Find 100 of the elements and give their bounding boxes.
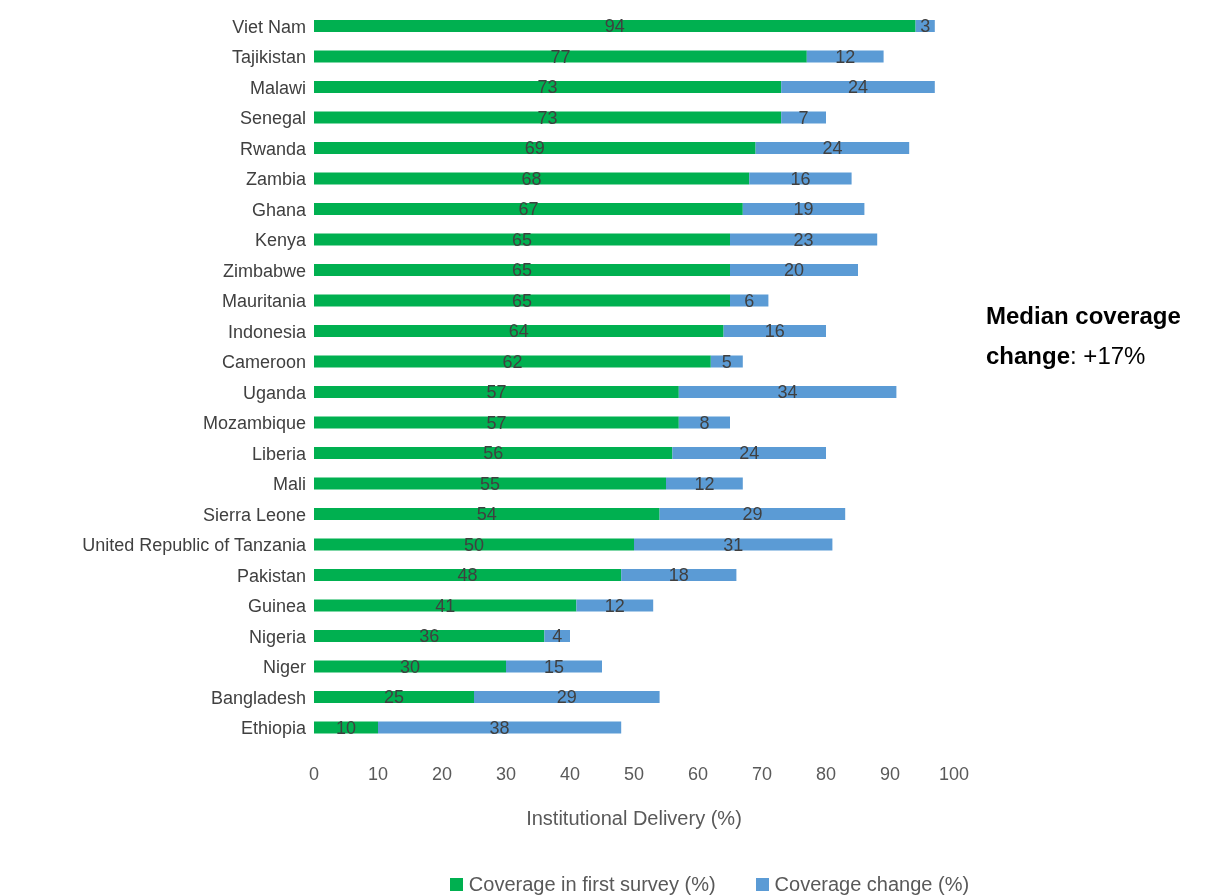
data-label: 5 xyxy=(721,351,732,372)
legend-label: Coverage in first survey (%) xyxy=(467,873,716,896)
x-tick-label: 70 xyxy=(751,763,773,784)
x-tick-label: 90 xyxy=(879,763,901,784)
bar xyxy=(314,20,916,32)
bar xyxy=(314,599,577,612)
data-label: 48 xyxy=(457,565,478,586)
bar xyxy=(621,569,737,581)
bar xyxy=(314,691,474,703)
data-label: 54 xyxy=(476,504,497,525)
bar xyxy=(314,569,622,581)
bar xyxy=(672,447,826,459)
y-tick-label: Mali xyxy=(272,474,306,495)
data-label: 41 xyxy=(435,595,456,616)
bar xyxy=(659,508,846,520)
y-tick-label: Viet Nam xyxy=(232,16,306,37)
data-label: 65 xyxy=(511,229,533,250)
bar xyxy=(730,233,878,246)
data-label: 50 xyxy=(463,534,485,555)
x-axis-title: Institutional Delivery (%) xyxy=(526,807,742,829)
y-tick-label: Malawi xyxy=(249,77,306,98)
data-label: 10 xyxy=(335,717,357,738)
bar xyxy=(314,630,545,642)
bar xyxy=(314,142,756,154)
data-label: 6 xyxy=(744,290,755,311)
data-label: 73 xyxy=(537,77,558,98)
data-label: 34 xyxy=(777,382,798,403)
bar xyxy=(314,294,730,307)
bar xyxy=(314,111,782,124)
y-tick-label: Guinea xyxy=(247,596,307,617)
data-label: 18 xyxy=(668,565,689,586)
data-label: 65 xyxy=(511,290,533,311)
y-tick-label: Nigeria xyxy=(248,626,307,647)
bar xyxy=(314,50,807,63)
y-tick-label: Cameroon xyxy=(221,352,306,373)
y-tick-label: Kenya xyxy=(254,230,307,251)
data-label: 7 xyxy=(798,107,809,128)
data-label: 23 xyxy=(793,229,814,250)
x-tick-label: 80 xyxy=(815,763,837,784)
bar xyxy=(730,264,858,276)
data-label: 31 xyxy=(723,534,744,555)
data-label: 67 xyxy=(518,199,539,220)
bar xyxy=(634,538,833,551)
data-label: 65 xyxy=(511,260,533,281)
y-tick-label: Bangladesh xyxy=(210,687,306,708)
data-label: 12 xyxy=(694,473,715,494)
data-label: 24 xyxy=(739,443,760,464)
y-tick-label: Uganda xyxy=(242,382,307,403)
text: Median coverage change: +17% xyxy=(986,301,1182,371)
bar xyxy=(781,111,826,124)
bar xyxy=(314,386,679,398)
x-tick-label: 20 xyxy=(431,763,453,784)
data-label: 38 xyxy=(489,717,510,738)
data-label: 29 xyxy=(742,504,763,525)
data-label: 36 xyxy=(419,626,440,647)
data-label: 29 xyxy=(556,687,577,708)
bar xyxy=(314,508,660,520)
data-label: 25 xyxy=(383,687,405,708)
y-tick-label: Sierra Leone xyxy=(202,504,306,525)
bar xyxy=(378,721,622,734)
bar xyxy=(314,264,730,276)
data-label: 8 xyxy=(699,412,710,433)
bar xyxy=(314,447,673,459)
y-tick-label: Senegal xyxy=(239,108,306,129)
data-label: 19 xyxy=(793,199,814,220)
bar xyxy=(742,203,865,215)
data-label: 16 xyxy=(764,321,785,342)
data-label: 12 xyxy=(604,595,625,616)
x-tick-label: 50 xyxy=(623,763,645,784)
data-label: 56 xyxy=(483,443,504,464)
data-label: 69 xyxy=(524,138,545,159)
data-label: 24 xyxy=(847,77,869,98)
bar xyxy=(314,203,743,215)
bar xyxy=(755,142,910,154)
x-tick-label: 30 xyxy=(495,763,517,784)
data-label: 30 xyxy=(399,656,421,677)
bar xyxy=(781,81,935,93)
data-label: 57 xyxy=(486,382,507,403)
bar xyxy=(678,386,897,398)
data-label: 64 xyxy=(508,321,529,342)
x-tick-label: 60 xyxy=(687,763,709,784)
bar xyxy=(314,325,724,337)
x-tick-label: 10 xyxy=(367,763,389,784)
data-label: 68 xyxy=(521,168,542,189)
x-tick-label: 40 xyxy=(559,763,581,784)
legend-label: Coverage change (%) xyxy=(773,873,970,896)
y-tick-label: Liberia xyxy=(251,443,307,464)
data-label: 73 xyxy=(537,107,558,128)
bar xyxy=(314,660,506,673)
bar xyxy=(474,691,660,703)
y-tick-label: Mozambique xyxy=(202,413,306,434)
data-label: 20 xyxy=(783,260,805,281)
data-label: 57 xyxy=(486,412,507,433)
y-tick-label: United Republic of Tanzania xyxy=(82,535,307,556)
y-tick-label: Tajikistan xyxy=(231,47,306,68)
x-tick-label: 100 xyxy=(938,763,970,784)
bar xyxy=(314,172,750,185)
data-label: 3 xyxy=(920,16,931,37)
data-label: 77 xyxy=(550,46,571,67)
bar xyxy=(314,81,782,93)
